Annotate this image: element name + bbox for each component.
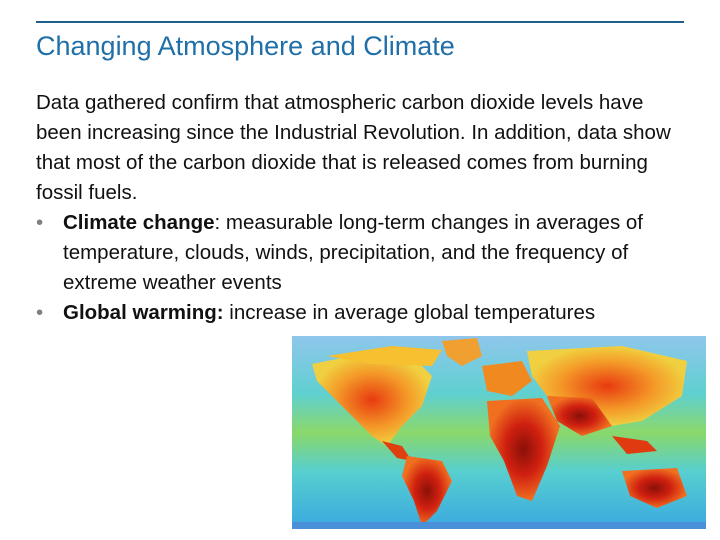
slide-title: Changing Atmosphere and Climate	[36, 31, 455, 61]
term-global-warming: Global warming:	[63, 301, 224, 324]
slide-body: Data gathered confirm that atmospheric c…	[36, 88, 686, 328]
bullet-list: • Climate change: measurable long-term c…	[36, 208, 686, 328]
definition-climate-change: : measurable long-term changes in averag…	[63, 211, 643, 294]
bullet-dot-icon: •	[36, 211, 44, 234]
bullet-dot-icon: •	[36, 301, 44, 324]
world-temperature-map-icon	[292, 336, 706, 529]
definition-global-warming: increase in average global temperatures	[223, 301, 596, 324]
title-rule	[36, 21, 684, 23]
intro-paragraph: Data gathered confirm that atmospheric c…	[36, 91, 671, 204]
bullet-global-warming: • Global warming: increase in average gl…	[36, 298, 686, 328]
term-climate-change: Climate change	[63, 211, 215, 234]
bullet-climate-change: • Climate change: measurable long-term c…	[36, 208, 686, 298]
